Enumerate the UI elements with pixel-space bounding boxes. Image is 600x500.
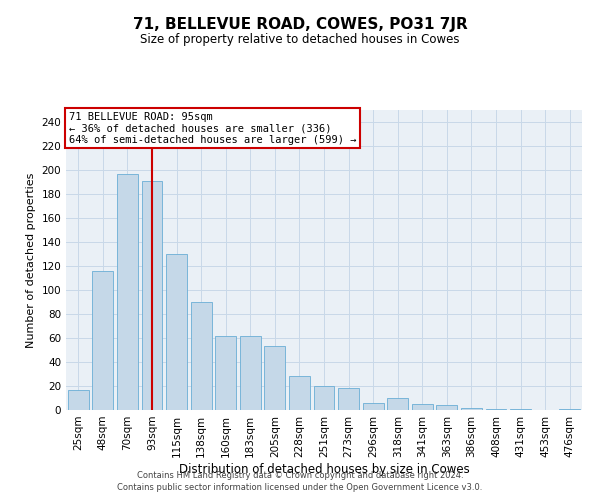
Y-axis label: Number of detached properties: Number of detached properties xyxy=(26,172,36,348)
Bar xyxy=(215,336,236,410)
Bar xyxy=(559,409,580,410)
Bar xyxy=(510,409,531,410)
Bar xyxy=(191,302,212,410)
Bar xyxy=(362,403,383,410)
Bar xyxy=(436,405,457,410)
Bar xyxy=(412,404,433,410)
Bar xyxy=(338,388,359,410)
Bar xyxy=(485,409,506,410)
Bar xyxy=(461,408,482,410)
Bar xyxy=(142,181,163,410)
Bar xyxy=(240,336,261,410)
Bar xyxy=(265,346,286,410)
Text: Size of property relative to detached houses in Cowes: Size of property relative to detached ho… xyxy=(140,32,460,46)
Bar xyxy=(92,271,113,410)
Bar xyxy=(166,254,187,410)
Bar xyxy=(68,390,89,410)
Text: Contains HM Land Registry data © Crown copyright and database right 2024.
Contai: Contains HM Land Registry data © Crown c… xyxy=(118,471,482,492)
Bar xyxy=(117,174,138,410)
Text: 71, BELLEVUE ROAD, COWES, PO31 7JR: 71, BELLEVUE ROAD, COWES, PO31 7JR xyxy=(133,18,467,32)
Bar xyxy=(314,386,334,410)
X-axis label: Distribution of detached houses by size in Cowes: Distribution of detached houses by size … xyxy=(179,462,469,475)
Bar xyxy=(289,376,310,410)
Bar xyxy=(387,398,408,410)
Text: 71 BELLEVUE ROAD: 95sqm
← 36% of detached houses are smaller (336)
64% of semi-d: 71 BELLEVUE ROAD: 95sqm ← 36% of detache… xyxy=(68,112,356,144)
